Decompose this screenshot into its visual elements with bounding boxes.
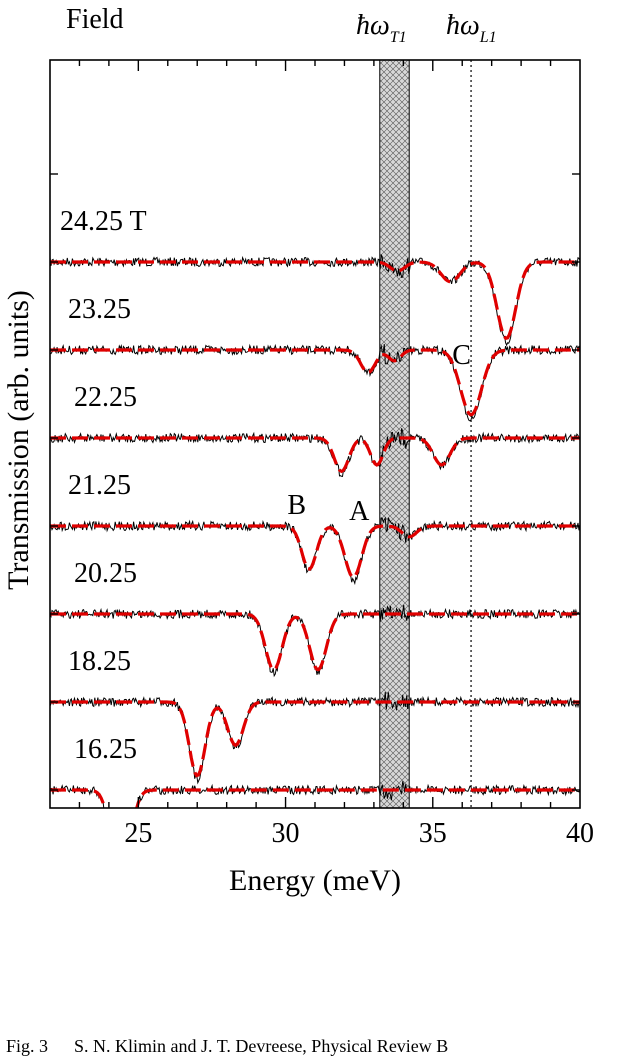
- longitudinal-phonon-symbol: ħω: [446, 10, 480, 41]
- caption-citation: S. N. Klimin and J. T. Devreese, Physica…: [74, 1036, 449, 1056]
- y-axis-label: Transmission (arb. units): [2, 290, 35, 590]
- field-label-1: 24.25 T: [60, 206, 147, 237]
- experiment-trace-4: [50, 516, 580, 586]
- experiment-trace-6: [50, 691, 580, 785]
- fit-trace-5: [50, 612, 580, 672]
- caption-figure-number: Fig. 3: [6, 1036, 49, 1056]
- peak-label-a: A: [349, 496, 370, 527]
- x-tick-label: 30: [272, 818, 300, 849]
- transverse-phonon-label: ħωT1: [356, 10, 407, 46]
- series-labels: 24.25 T 23.25 22.25 21.25 20.25 18.25 16.25: [60, 206, 147, 765]
- figure-caption: Fig. 3 S. N. Klimin and J. T. Devreese, P…: [6, 1036, 474, 1057]
- fit-trace-1: [50, 260, 580, 341]
- field-label-6: 18.25: [68, 646, 131, 677]
- spectra-curves: [50, 254, 580, 808]
- peak-label-b: B: [287, 490, 306, 521]
- x-tick-label: 35: [419, 818, 447, 849]
- x-axis-label: Energy (meV): [229, 864, 401, 897]
- peak-annotations: A B C: [287, 340, 471, 527]
- peak-label-c: C: [452, 340, 471, 371]
- axis-ticks: 25 30 35 40: [50, 60, 594, 849]
- longitudinal-phonon-subscript: L1: [479, 29, 497, 46]
- x-tick-label: 25: [124, 818, 152, 849]
- field-label-5: 20.25: [74, 558, 137, 589]
- field-label-7: 16.25: [74, 734, 137, 765]
- fit-trace-6: [50, 700, 580, 778]
- field-label-2: 23.25: [68, 294, 131, 325]
- fit-trace-3: [50, 436, 580, 474]
- fit-trace-4: [50, 524, 580, 579]
- plot-content: [50, 60, 580, 808]
- transverse-phonon-subscript: T1: [390, 29, 407, 46]
- x-tick-label: 40: [566, 818, 594, 849]
- plot-frame: [49, 59, 581, 809]
- field-label-4: 21.25: [68, 470, 131, 501]
- fit-trace-2: [50, 348, 580, 417]
- field-label-3: 22.25: [74, 382, 137, 413]
- transverse-phonon-band: [379, 60, 410, 808]
- longitudinal-phonon-label: ħωL1: [446, 10, 497, 46]
- field-header: Field: [66, 4, 124, 35]
- transverse-phonon-symbol: ħω: [356, 10, 390, 41]
